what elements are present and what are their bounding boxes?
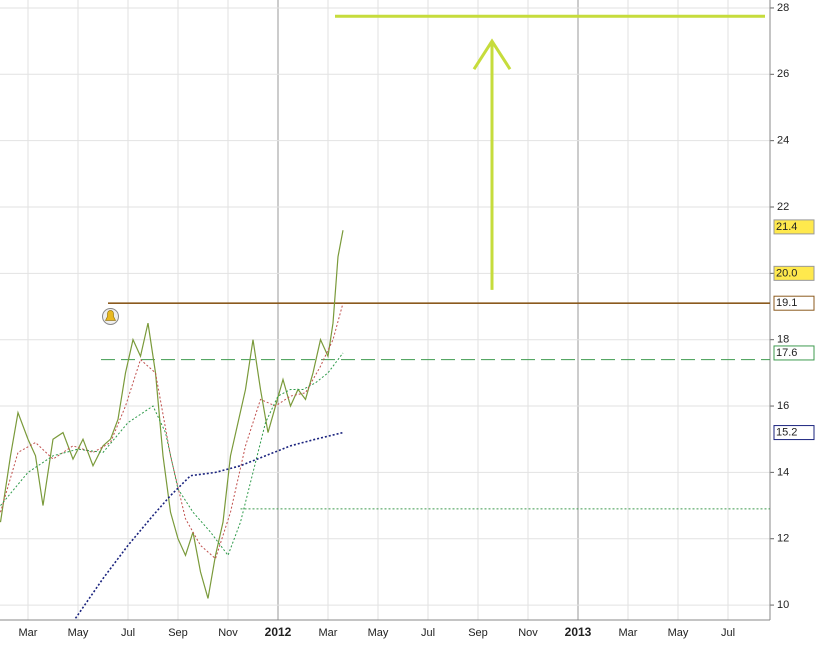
alert-bell xyxy=(105,310,116,321)
price-tag-label: 19.1 xyxy=(776,297,797,309)
price-line xyxy=(74,431,344,619)
price-tags: 21.4 20.0 19.1 17.6 15.2 xyxy=(773,219,815,441)
y-tick-label: 10 xyxy=(777,599,789,611)
price-tag-label: 17.6 xyxy=(776,347,797,359)
x-tick-label: 2012 xyxy=(265,625,292,639)
price-line xyxy=(0,352,344,557)
price-tag xyxy=(773,265,815,281)
x-tick-label: Mar xyxy=(619,627,638,639)
price-tag-label: 21.4 xyxy=(776,221,797,233)
y-tick-label: 24 xyxy=(777,135,789,147)
x-tick-label: Mar xyxy=(319,627,338,639)
price-tag xyxy=(773,345,815,361)
y-tick-label: 28 xyxy=(777,2,789,14)
price-tag xyxy=(773,425,815,441)
x-tick-label: Sep xyxy=(468,627,488,639)
x-tick-label: 2013 xyxy=(565,625,592,639)
x-tick-label: May xyxy=(368,627,389,639)
x-tick-label: May xyxy=(68,627,89,639)
x-tick-label: Jul xyxy=(721,627,735,639)
y-tick-label: 12 xyxy=(777,533,789,545)
price-line xyxy=(0,303,344,560)
price-tag-label: 15.2 xyxy=(776,426,797,438)
y-tick-label: 18 xyxy=(777,334,789,346)
x-tick-label: Nov xyxy=(218,627,238,639)
y-tick-label: 16 xyxy=(777,400,789,412)
x-tick-label: Mar xyxy=(19,627,38,639)
y-tick-label: 14 xyxy=(777,466,789,478)
arrow-head xyxy=(472,38,512,70)
y-tick-label: 22 xyxy=(777,201,789,213)
x-tick-label: Sep xyxy=(168,627,188,639)
price-tag xyxy=(773,219,815,235)
y-tick-label: 26 xyxy=(777,68,789,80)
x-tick-label: Nov xyxy=(518,627,538,639)
x-tick-label: Jul xyxy=(121,627,135,639)
x-tick-label: Jul xyxy=(421,627,435,639)
price-tag xyxy=(773,295,815,311)
x-tick-label: May xyxy=(668,627,689,639)
price-tag-label: 20.0 xyxy=(776,267,797,279)
